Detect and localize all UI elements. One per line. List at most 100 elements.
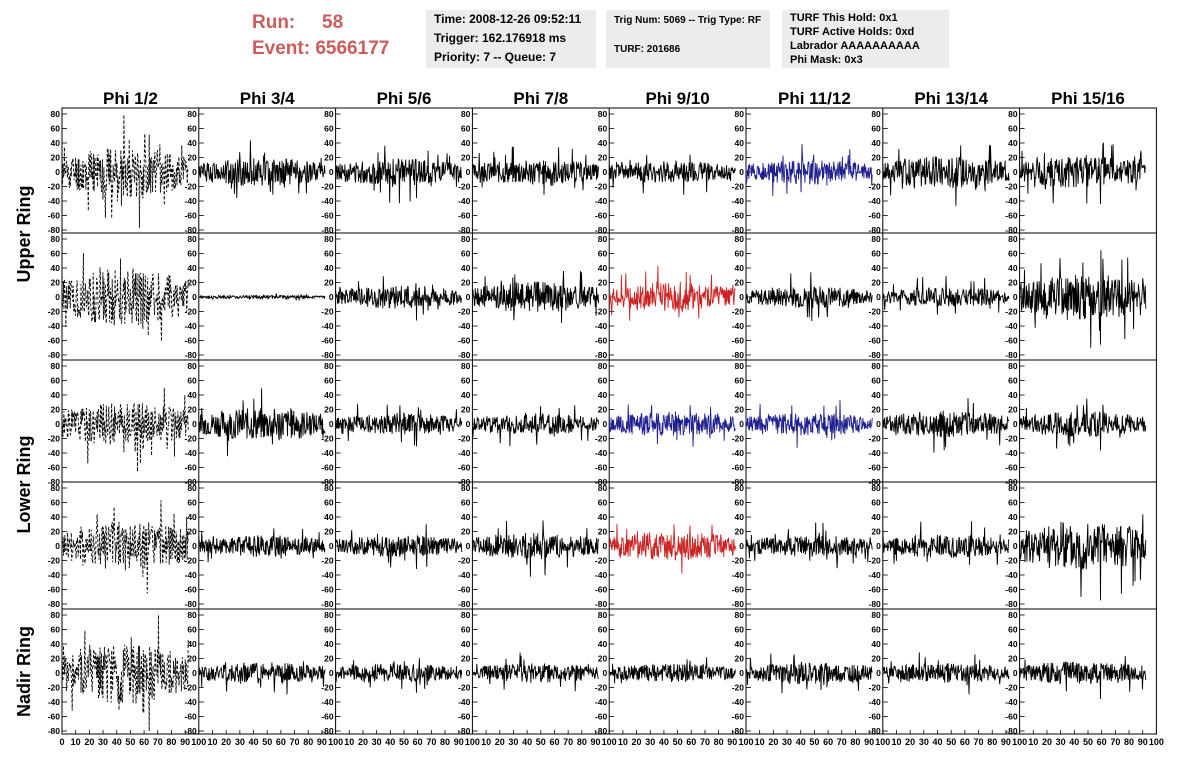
y-tick-label: 0 [192, 419, 197, 429]
y-tick-label: 80 [51, 483, 61, 493]
y-tick-label: 0 [192, 167, 197, 177]
x-tick-label: 20 [632, 737, 642, 747]
y-tick-label: 60 [51, 376, 61, 386]
y-tick-label: 20 [1008, 405, 1018, 415]
x-tick-label: 40 [522, 737, 532, 747]
waveform-trace [198, 528, 326, 563]
y-tick-label: 40 [187, 512, 197, 522]
y-tick-label: -60 [595, 463, 608, 473]
y-tick-label: -80 [458, 726, 471, 736]
y-tick-label: 20 [1008, 153, 1018, 163]
y-tick-label: 40 [187, 639, 197, 649]
waveform-trace [198, 293, 326, 301]
y-tick-label: 40 [598, 639, 608, 649]
y-tick-label: -80 [48, 599, 61, 609]
y-tick-label: -40 [185, 321, 198, 331]
y-tick-label: -20 [321, 556, 334, 566]
phi-mask-text: Phi Mask: 0x3 [790, 54, 863, 66]
y-tick-label: 0 [466, 541, 471, 551]
y-tick-label: 40 [187, 390, 197, 400]
y-tick-label: 0 [739, 167, 744, 177]
y-tick-label: -60 [321, 712, 334, 722]
y-tick-label: -60 [185, 585, 198, 595]
column-header: Phi 3/4 [240, 89, 295, 108]
y-tick-label: -40 [595, 448, 608, 458]
y-tick-label: 60 [324, 249, 334, 259]
y-tick-label: -40 [1005, 321, 1018, 331]
x-tick-label: 20 [221, 737, 231, 747]
y-tick-label: 40 [1008, 138, 1018, 148]
y-tick-label: 40 [598, 512, 608, 522]
waveform-trace [335, 404, 463, 447]
y-tick-label: -60 [185, 211, 198, 221]
y-tick-label: 0 [602, 292, 607, 302]
waveform-trace [745, 399, 873, 448]
y-tick-label: 60 [461, 498, 471, 508]
y-tick-label: -60 [458, 463, 471, 473]
y-tick-label: 60 [461, 124, 471, 134]
waveform-trace [745, 272, 873, 322]
y-tick-label: 0 [466, 167, 471, 177]
y-tick-label: -60 [185, 336, 198, 346]
y-tick-label: 60 [871, 498, 881, 508]
x-tick-label: 40 [659, 737, 669, 747]
y-tick-label: 60 [324, 625, 334, 635]
y-tick-label: 40 [324, 390, 334, 400]
y-tick-label: 80 [871, 234, 881, 244]
y-tick-label: -40 [1005, 196, 1018, 206]
y-tick-label: 20 [735, 278, 745, 288]
y-tick-label: 40 [461, 390, 471, 400]
y-tick-label: 40 [51, 639, 61, 649]
waveform-grid: Phi 1/2 Phi 3/4 Phi 5/6 Phi 7/8 Phi 9/10 Phi … [14, 89, 1164, 747]
time-text: Time: 2008-12-26 09:52:11 [434, 12, 582, 26]
y-tick-label: -20 [48, 683, 61, 693]
y-tick-label: -40 [595, 570, 608, 580]
y-tick-label: 60 [1008, 376, 1018, 386]
y-tick-label: 60 [735, 376, 745, 386]
y-tick-label: 80 [598, 610, 608, 620]
y-tick-label: -40 [321, 321, 334, 331]
x-tick-label: 70 [837, 737, 847, 747]
y-tick-label: 40 [871, 512, 881, 522]
y-tick-label: 0 [466, 419, 471, 429]
y-tick-label: 80 [461, 234, 471, 244]
x-tick-label: 30 [508, 737, 518, 747]
y-tick-label: 60 [461, 249, 471, 259]
y-tick-label: 80 [187, 610, 197, 620]
y-tick-label: -20 [869, 556, 882, 566]
y-tick-label: 0 [466, 668, 471, 678]
y-tick-label: -60 [321, 211, 334, 221]
y-tick-label: 0 [739, 541, 744, 551]
y-tick-label: -20 [48, 182, 61, 192]
y-tick-label: -40 [869, 448, 882, 458]
waveform-trace [745, 653, 873, 694]
y-tick-label: -40 [732, 570, 745, 580]
y-tick-label: 40 [51, 512, 61, 522]
y-tick-label: -20 [595, 683, 608, 693]
y-tick-label: -20 [732, 434, 745, 444]
turf-hold-text: TURF This Hold: 0x1 [790, 12, 898, 24]
y-tick-label: 0 [739, 292, 744, 302]
y-tick-label: 60 [735, 124, 745, 134]
y-tick-label: 60 [1008, 498, 1018, 508]
x-tick-label: 100 [465, 737, 480, 747]
x-tick-label: 90 [180, 737, 190, 747]
x-tick-label: 60 [1097, 737, 1107, 747]
y-tick-label: 0 [876, 419, 881, 429]
ring-label: Nadir Ring [14, 626, 34, 717]
y-tick-label: -60 [595, 336, 608, 346]
y-tick-label: -40 [869, 321, 882, 331]
y-tick-label: -80 [1005, 599, 1018, 609]
x-tick-label: 50 [262, 737, 272, 747]
y-tick-label: 60 [598, 249, 608, 259]
y-tick-label: -80 [595, 599, 608, 609]
y-tick-label: -20 [869, 182, 882, 192]
column-header: Phi 1/2 [103, 89, 158, 108]
y-tick-label: -80 [732, 599, 745, 609]
y-tick-label: 80 [461, 610, 471, 620]
y-tick-label: 20 [187, 278, 197, 288]
y-tick-label: -40 [48, 697, 61, 707]
event-number: 6566177 [315, 38, 390, 59]
y-tick-label: 40 [187, 138, 197, 148]
y-tick-label: -20 [458, 556, 471, 566]
